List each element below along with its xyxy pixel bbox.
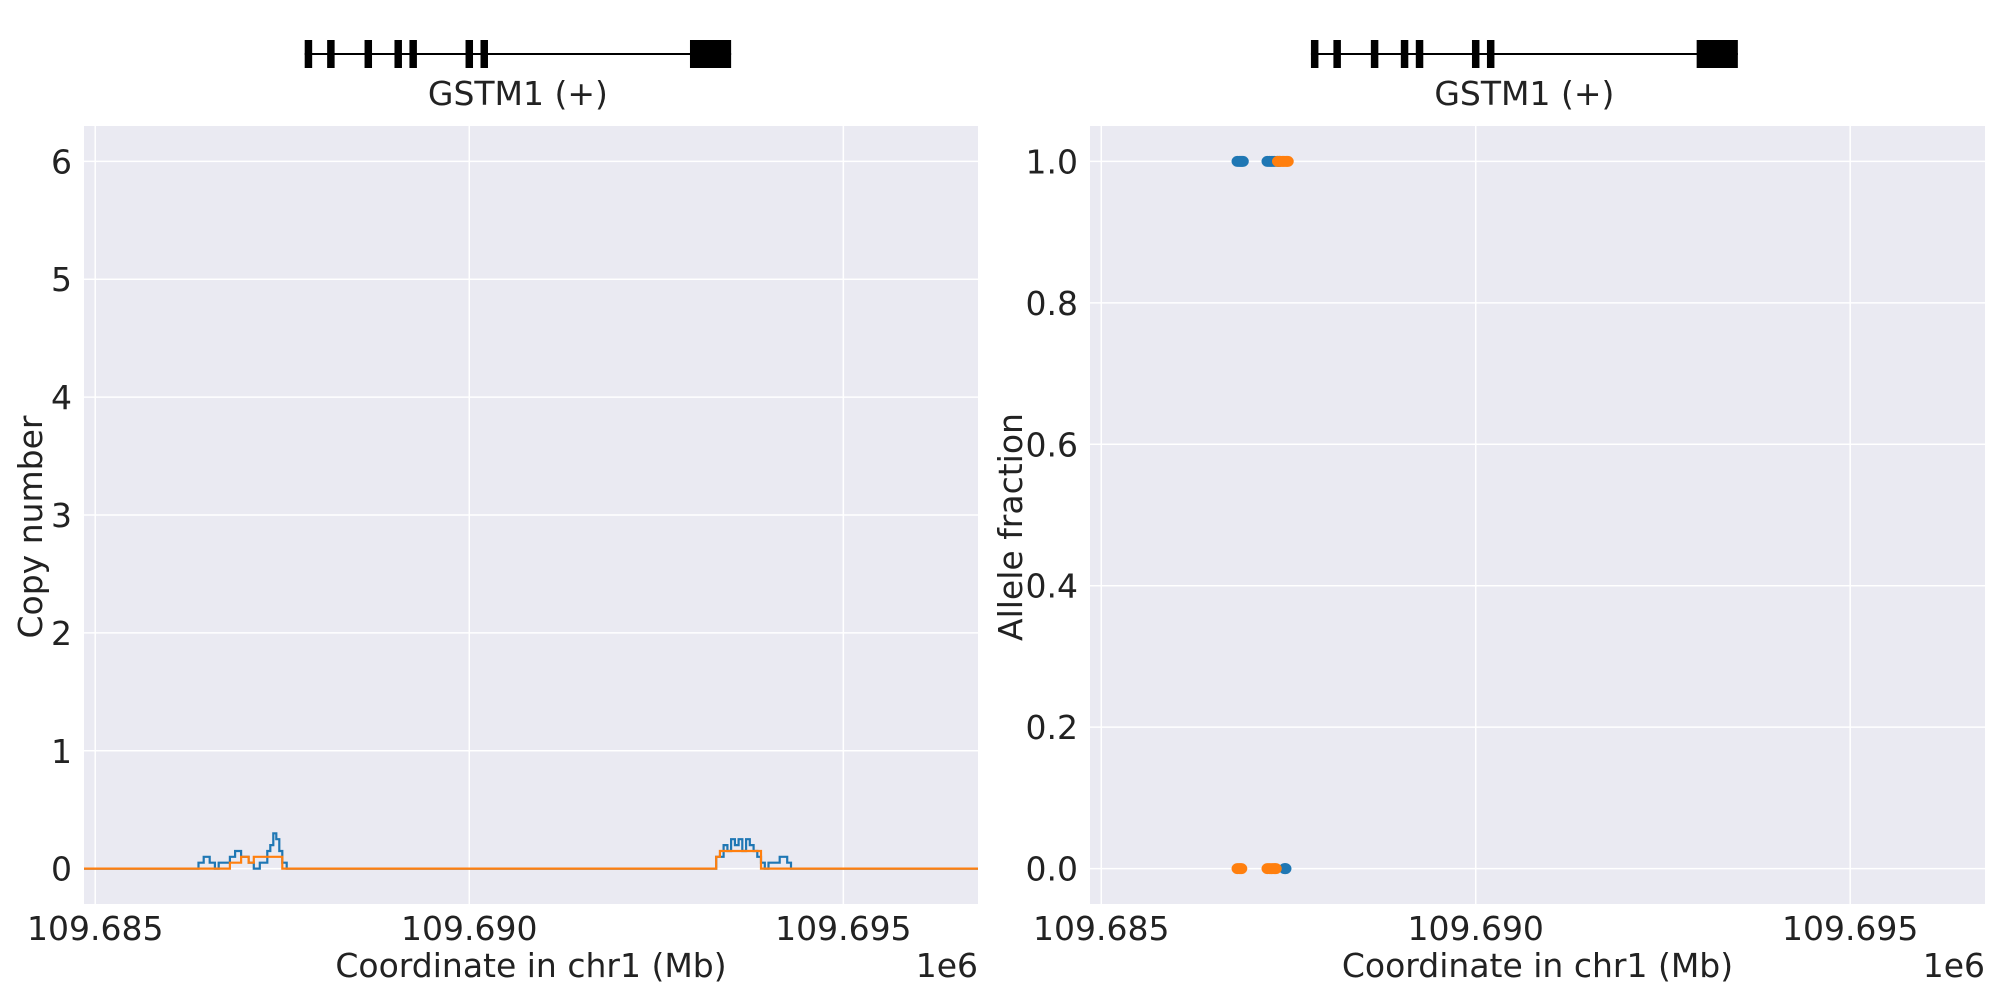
x-tick-label: 109.685 xyxy=(1033,909,1169,948)
y-axis-label: Allele fraction xyxy=(991,413,1030,641)
y-tick-label: 1.0 xyxy=(1026,142,1078,181)
copy-number-panel: 109.685 109.690 109.695 0 1 2 3 4 5 6 Coordinate i… xyxy=(11,40,978,985)
gene-exon xyxy=(689,40,732,68)
y-tick-label: 0.0 xyxy=(1026,850,1078,889)
gene-exon xyxy=(1696,40,1738,68)
x-axis-label: Coordinate in chr1 (Mb) xyxy=(335,946,726,985)
data-layer xyxy=(1231,155,1294,875)
gene-exon xyxy=(304,40,313,68)
y-tick-label: 0.8 xyxy=(1026,284,1078,323)
plot-area xyxy=(1090,126,1985,904)
data-layer xyxy=(84,832,978,870)
x-axis-label: Coordinate in chr1 (Mb) xyxy=(1342,946,1733,985)
y-tick-label: 6 xyxy=(51,142,72,181)
y-tick-label: 3 xyxy=(51,496,72,535)
y-tick-label: 1 xyxy=(51,732,72,771)
gene-exon xyxy=(364,40,373,68)
y-tick-label: 5 xyxy=(51,260,72,299)
gene-exon xyxy=(327,40,335,68)
gene-exon xyxy=(409,40,417,68)
gene-exon xyxy=(1415,40,1424,68)
x-tick-label: 109.695 xyxy=(775,909,911,948)
gene-exon xyxy=(465,40,474,68)
y-tick-label: 2 xyxy=(51,614,72,653)
series-line-orange xyxy=(84,849,978,870)
y-tick-label: 0.6 xyxy=(1026,425,1078,464)
x-tick-label: 109.690 xyxy=(1407,909,1543,948)
x-tick-label: 109.690 xyxy=(401,909,537,948)
x-offset-label: 1e6 xyxy=(916,946,978,985)
gene-exon xyxy=(1370,40,1379,68)
gene-exon xyxy=(1310,40,1319,68)
gene-label: GSTM1 (+) xyxy=(428,74,608,113)
gene-exon xyxy=(1333,40,1341,68)
data-point-blue xyxy=(1279,863,1292,875)
y-tick-label: 0.2 xyxy=(1026,708,1078,747)
x-offset-label: 1e6 xyxy=(1923,946,1985,985)
y-tick-label: 0 xyxy=(51,850,72,889)
allele-fraction-panel: 109.685 109.690 109.695 0.0 0.2 0.4 0.6 0.8 1.0 C… xyxy=(991,40,1985,985)
x-tick-label: 109.685 xyxy=(27,909,163,948)
data-point-orange xyxy=(1235,863,1248,875)
gene-label: GSTM1 (+) xyxy=(1434,74,1614,113)
y-tick-label: 4 xyxy=(51,378,72,417)
gene-exon xyxy=(1471,40,1480,68)
gene-exon xyxy=(480,40,488,68)
data-point-orange xyxy=(1269,863,1282,875)
gene-exon xyxy=(1400,40,1409,68)
x-tick-label: 109.695 xyxy=(1782,909,1918,948)
gene-exon xyxy=(394,40,402,68)
data-point-orange xyxy=(1281,155,1294,167)
y-axis-label: Copy number xyxy=(11,415,50,638)
gene-exon xyxy=(1486,40,1495,68)
y-tick-label: 0.4 xyxy=(1026,567,1078,606)
data-point-blue xyxy=(1236,155,1249,167)
